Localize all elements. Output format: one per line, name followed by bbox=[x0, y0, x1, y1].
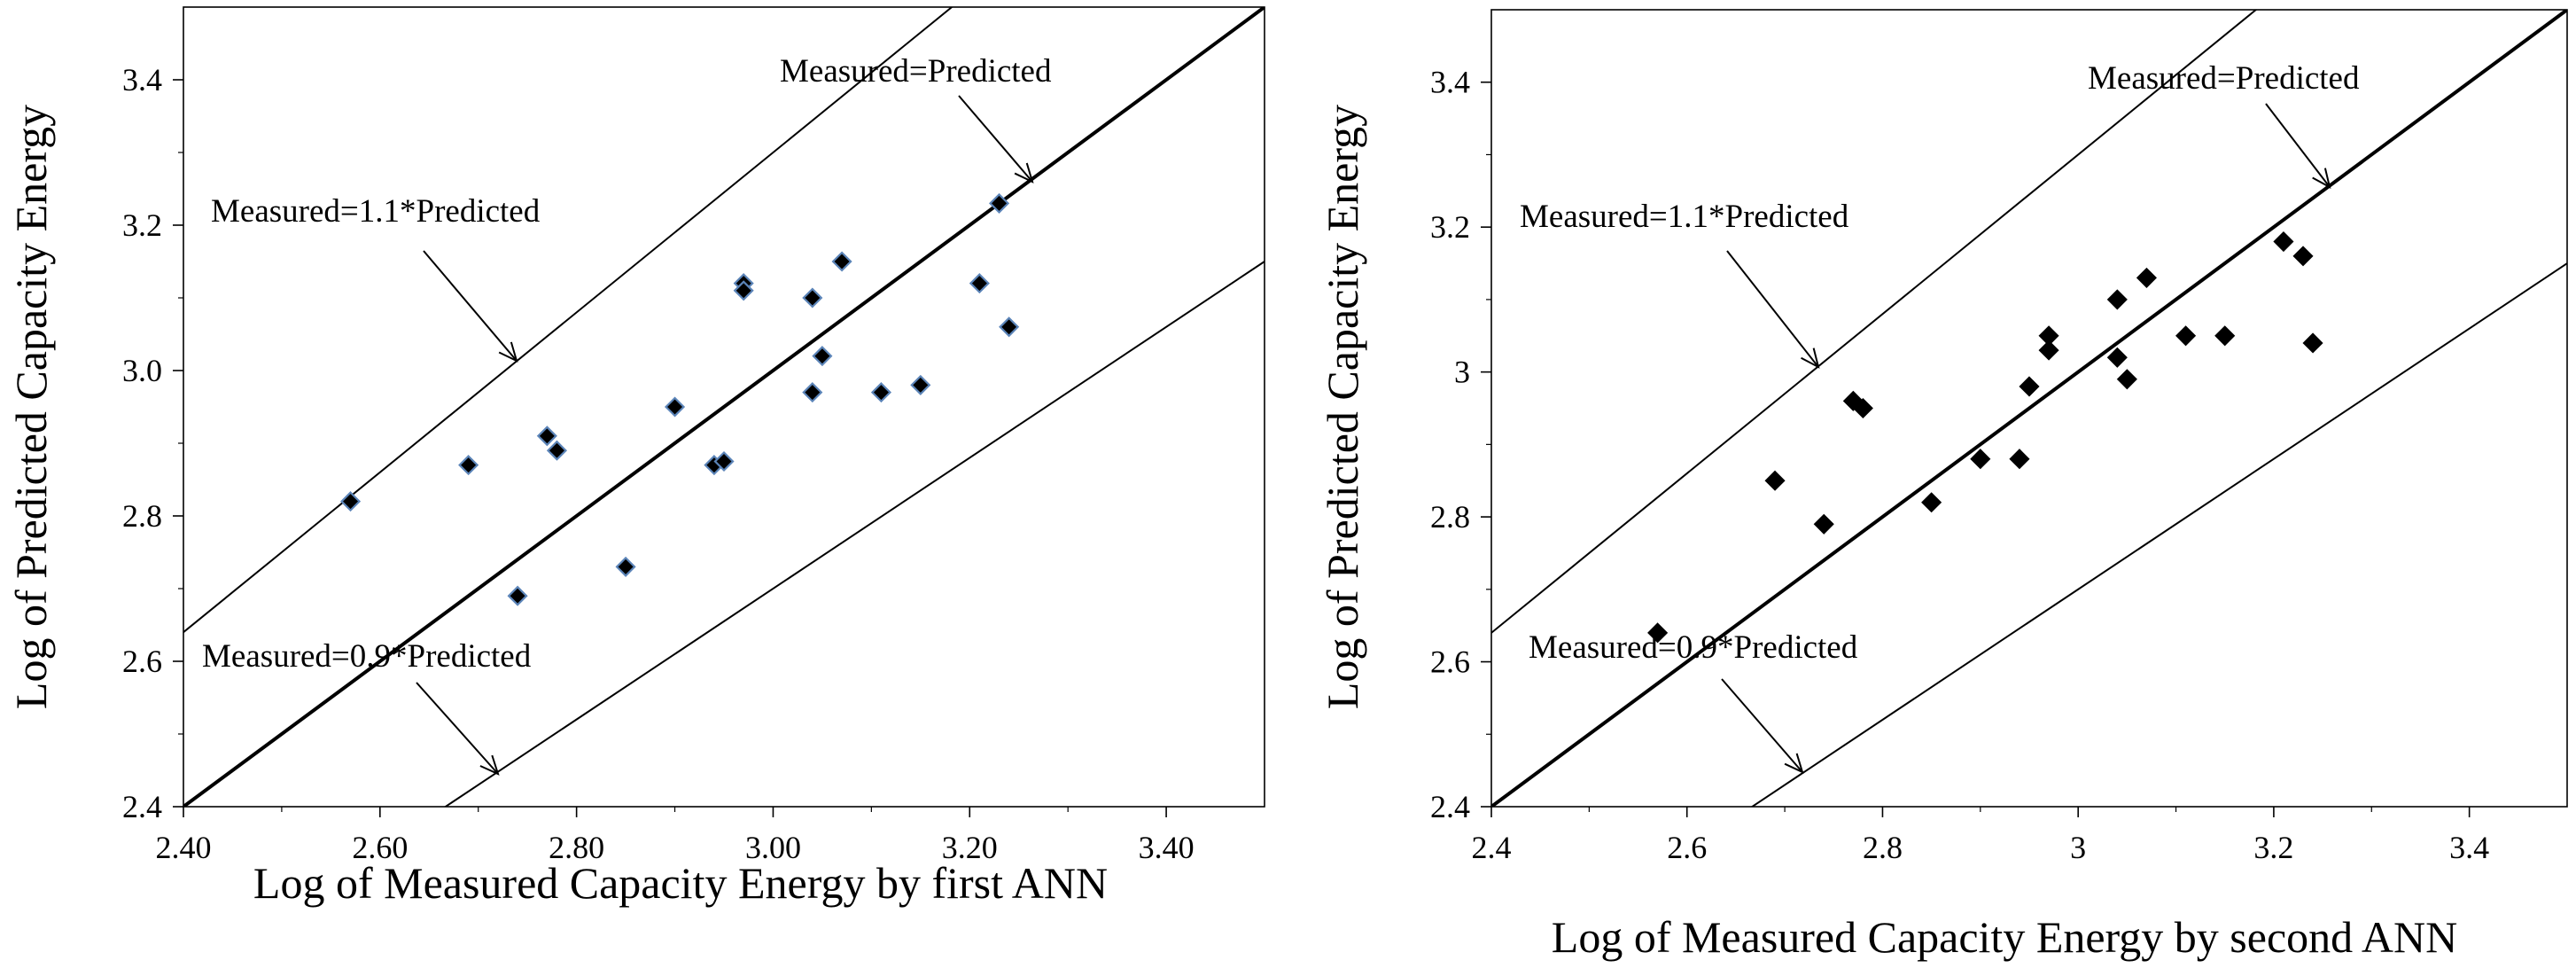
x-tick-label: 2.80 bbox=[549, 830, 604, 865]
x-tick-label: 3.20 bbox=[942, 830, 998, 865]
data-point-diamond bbox=[2292, 246, 2314, 267]
data-point-diamond bbox=[831, 251, 852, 272]
data-point-diamond bbox=[2273, 230, 2294, 253]
chart-1: 2.40 2.60 2.80 3.00 3.20 3.40 2.4 2.6 2.8 3.0 3.2 3… bbox=[6, 6, 1265, 908]
data-point-diamond bbox=[2136, 267, 2157, 288]
data-point-diamond bbox=[733, 280, 754, 301]
y-axis-title: Log of Predicted Capacity Energy bbox=[1318, 105, 1367, 709]
y-tick-label: 2.8 bbox=[122, 498, 162, 534]
x-tick-label: 2.60 bbox=[352, 830, 408, 865]
annotation-arrow bbox=[1721, 678, 1803, 773]
annotation-label: Measured=1.1*Predicted bbox=[211, 193, 541, 230]
reference-lines bbox=[183, 7, 1265, 807]
x-tick-label: 2.4 bbox=[1472, 830, 1512, 865]
annotation-arrow bbox=[423, 250, 518, 362]
data-point-diamond bbox=[2106, 289, 2128, 310]
data-point-diamond bbox=[546, 440, 568, 461]
data-point-diamond bbox=[1852, 397, 1873, 419]
x-tick-label: 2.40 bbox=[156, 830, 212, 865]
arrow-head-icon bbox=[479, 754, 500, 776]
data-point-diamond bbox=[812, 346, 833, 367]
data-point-diamond bbox=[969, 273, 990, 294]
data-point-diamond bbox=[1813, 513, 1834, 535]
x-tick-label: 2.8 bbox=[1863, 830, 1903, 865]
reference-lines bbox=[1491, 10, 2567, 807]
line-measured-equals-predicted bbox=[1491, 10, 2567, 807]
line-measured-equals-predicted bbox=[183, 7, 1265, 807]
data-point-diamond bbox=[1647, 622, 1669, 644]
plot-frame bbox=[1490, 9, 2568, 808]
arrow-head-icon bbox=[1014, 162, 1034, 183]
data-points bbox=[339, 192, 1020, 606]
arrow-head-icon bbox=[2312, 168, 2331, 189]
data-point-diamond bbox=[802, 382, 823, 403]
y-tick-label: 2.4 bbox=[1430, 789, 1470, 824]
x-tick-label: 3.40 bbox=[1139, 830, 1195, 865]
data-point-diamond bbox=[870, 382, 892, 403]
x-axis-title: Log of Measured Capacity Energy by first… bbox=[253, 858, 1108, 908]
annotation-arrow bbox=[2265, 103, 2331, 188]
y-tick-label: 2.6 bbox=[1430, 644, 1470, 680]
y-tick-label: 2.4 bbox=[122, 789, 162, 824]
annotation-arrow bbox=[958, 95, 1033, 183]
data-point-diamond bbox=[713, 450, 735, 472]
chart-2: 2.4 2.6 2.8 3 3.2 3.4 2.4 2.6 2.8 3 3.2 3.4 Log of M… bbox=[1318, 9, 2568, 962]
y-tick-label: 3.2 bbox=[1430, 209, 1470, 245]
line-measured-0.9-predicted bbox=[443, 261, 1265, 807]
data-point-diamond bbox=[2302, 332, 2323, 354]
y-tick-label: 2.8 bbox=[1430, 499, 1470, 535]
data-point-diamond bbox=[2106, 347, 2128, 368]
annotation-label: Measured=0.9*Predicted bbox=[1529, 629, 1858, 666]
x-tick-label: 3.00 bbox=[745, 830, 801, 865]
annotation-label: Measured=Predicted bbox=[780, 53, 1052, 90]
data-point-diamond bbox=[1970, 449, 1991, 470]
data-point-diamond bbox=[339, 491, 362, 512]
data-point-diamond bbox=[988, 192, 1010, 214]
y-tick-label: 2.6 bbox=[122, 644, 162, 679]
line-measured-1.1-predicted bbox=[1491, 10, 2258, 634]
data-point-diamond bbox=[2019, 376, 2040, 397]
x-tick-label: 3 bbox=[2070, 830, 2086, 865]
arrow-head-icon bbox=[498, 341, 518, 363]
data-point-diamond bbox=[536, 426, 557, 447]
line-measured-1.1-predicted bbox=[183, 7, 953, 633]
data-point-diamond bbox=[664, 396, 686, 418]
y-tick-label: 3.0 bbox=[122, 353, 162, 388]
data-point-diamond bbox=[2214, 325, 2236, 347]
y-tick-label: 3.4 bbox=[122, 62, 162, 98]
arrow-head-icon bbox=[1784, 753, 1804, 774]
data-point-diamond bbox=[458, 455, 479, 476]
data-point-diamond bbox=[802, 287, 823, 308]
data-point-diamond bbox=[910, 374, 931, 395]
data-point-diamond bbox=[2175, 325, 2197, 347]
annotation-label: Measured=Predicted bbox=[2088, 60, 2360, 97]
annotation-label: Measured=0.9*Predicted bbox=[202, 638, 532, 675]
x-tick-label: 3.4 bbox=[2449, 830, 2489, 865]
line-measured-0.9-predicted bbox=[1750, 262, 2567, 807]
data-point-diamond bbox=[615, 556, 636, 577]
y-axis-title: Log of Predicted Capacity Energy bbox=[6, 105, 56, 709]
y-tick-label: 3 bbox=[1454, 355, 1470, 390]
annotation-label: Measured=1.1*Predicted bbox=[1520, 199, 1849, 235]
arrow-head-icon bbox=[1801, 347, 1820, 369]
plot-frame bbox=[183, 6, 1265, 808]
y-tick-label: 3.4 bbox=[1430, 65, 1470, 100]
data-point-diamond bbox=[1764, 470, 1786, 491]
y-tick-label: 3.2 bbox=[122, 207, 162, 243]
data-point-diamond bbox=[2038, 340, 2059, 361]
data-point-diamond bbox=[2009, 449, 2030, 470]
x-tick-label: 3.2 bbox=[2253, 830, 2293, 865]
data-point-diamond bbox=[999, 316, 1020, 338]
x-tick-label: 2.6 bbox=[1667, 830, 1707, 865]
data-point-diamond bbox=[1921, 492, 1942, 513]
data-point-diamond bbox=[2116, 369, 2137, 390]
annotation-arrow bbox=[416, 682, 499, 775]
annotation-arrow bbox=[1726, 250, 1819, 368]
data-points bbox=[1647, 230, 2323, 644]
data-point-diamond bbox=[507, 585, 528, 606]
x-axis-title: Log of Measured Capacity Energy by secon… bbox=[1552, 912, 2457, 962]
